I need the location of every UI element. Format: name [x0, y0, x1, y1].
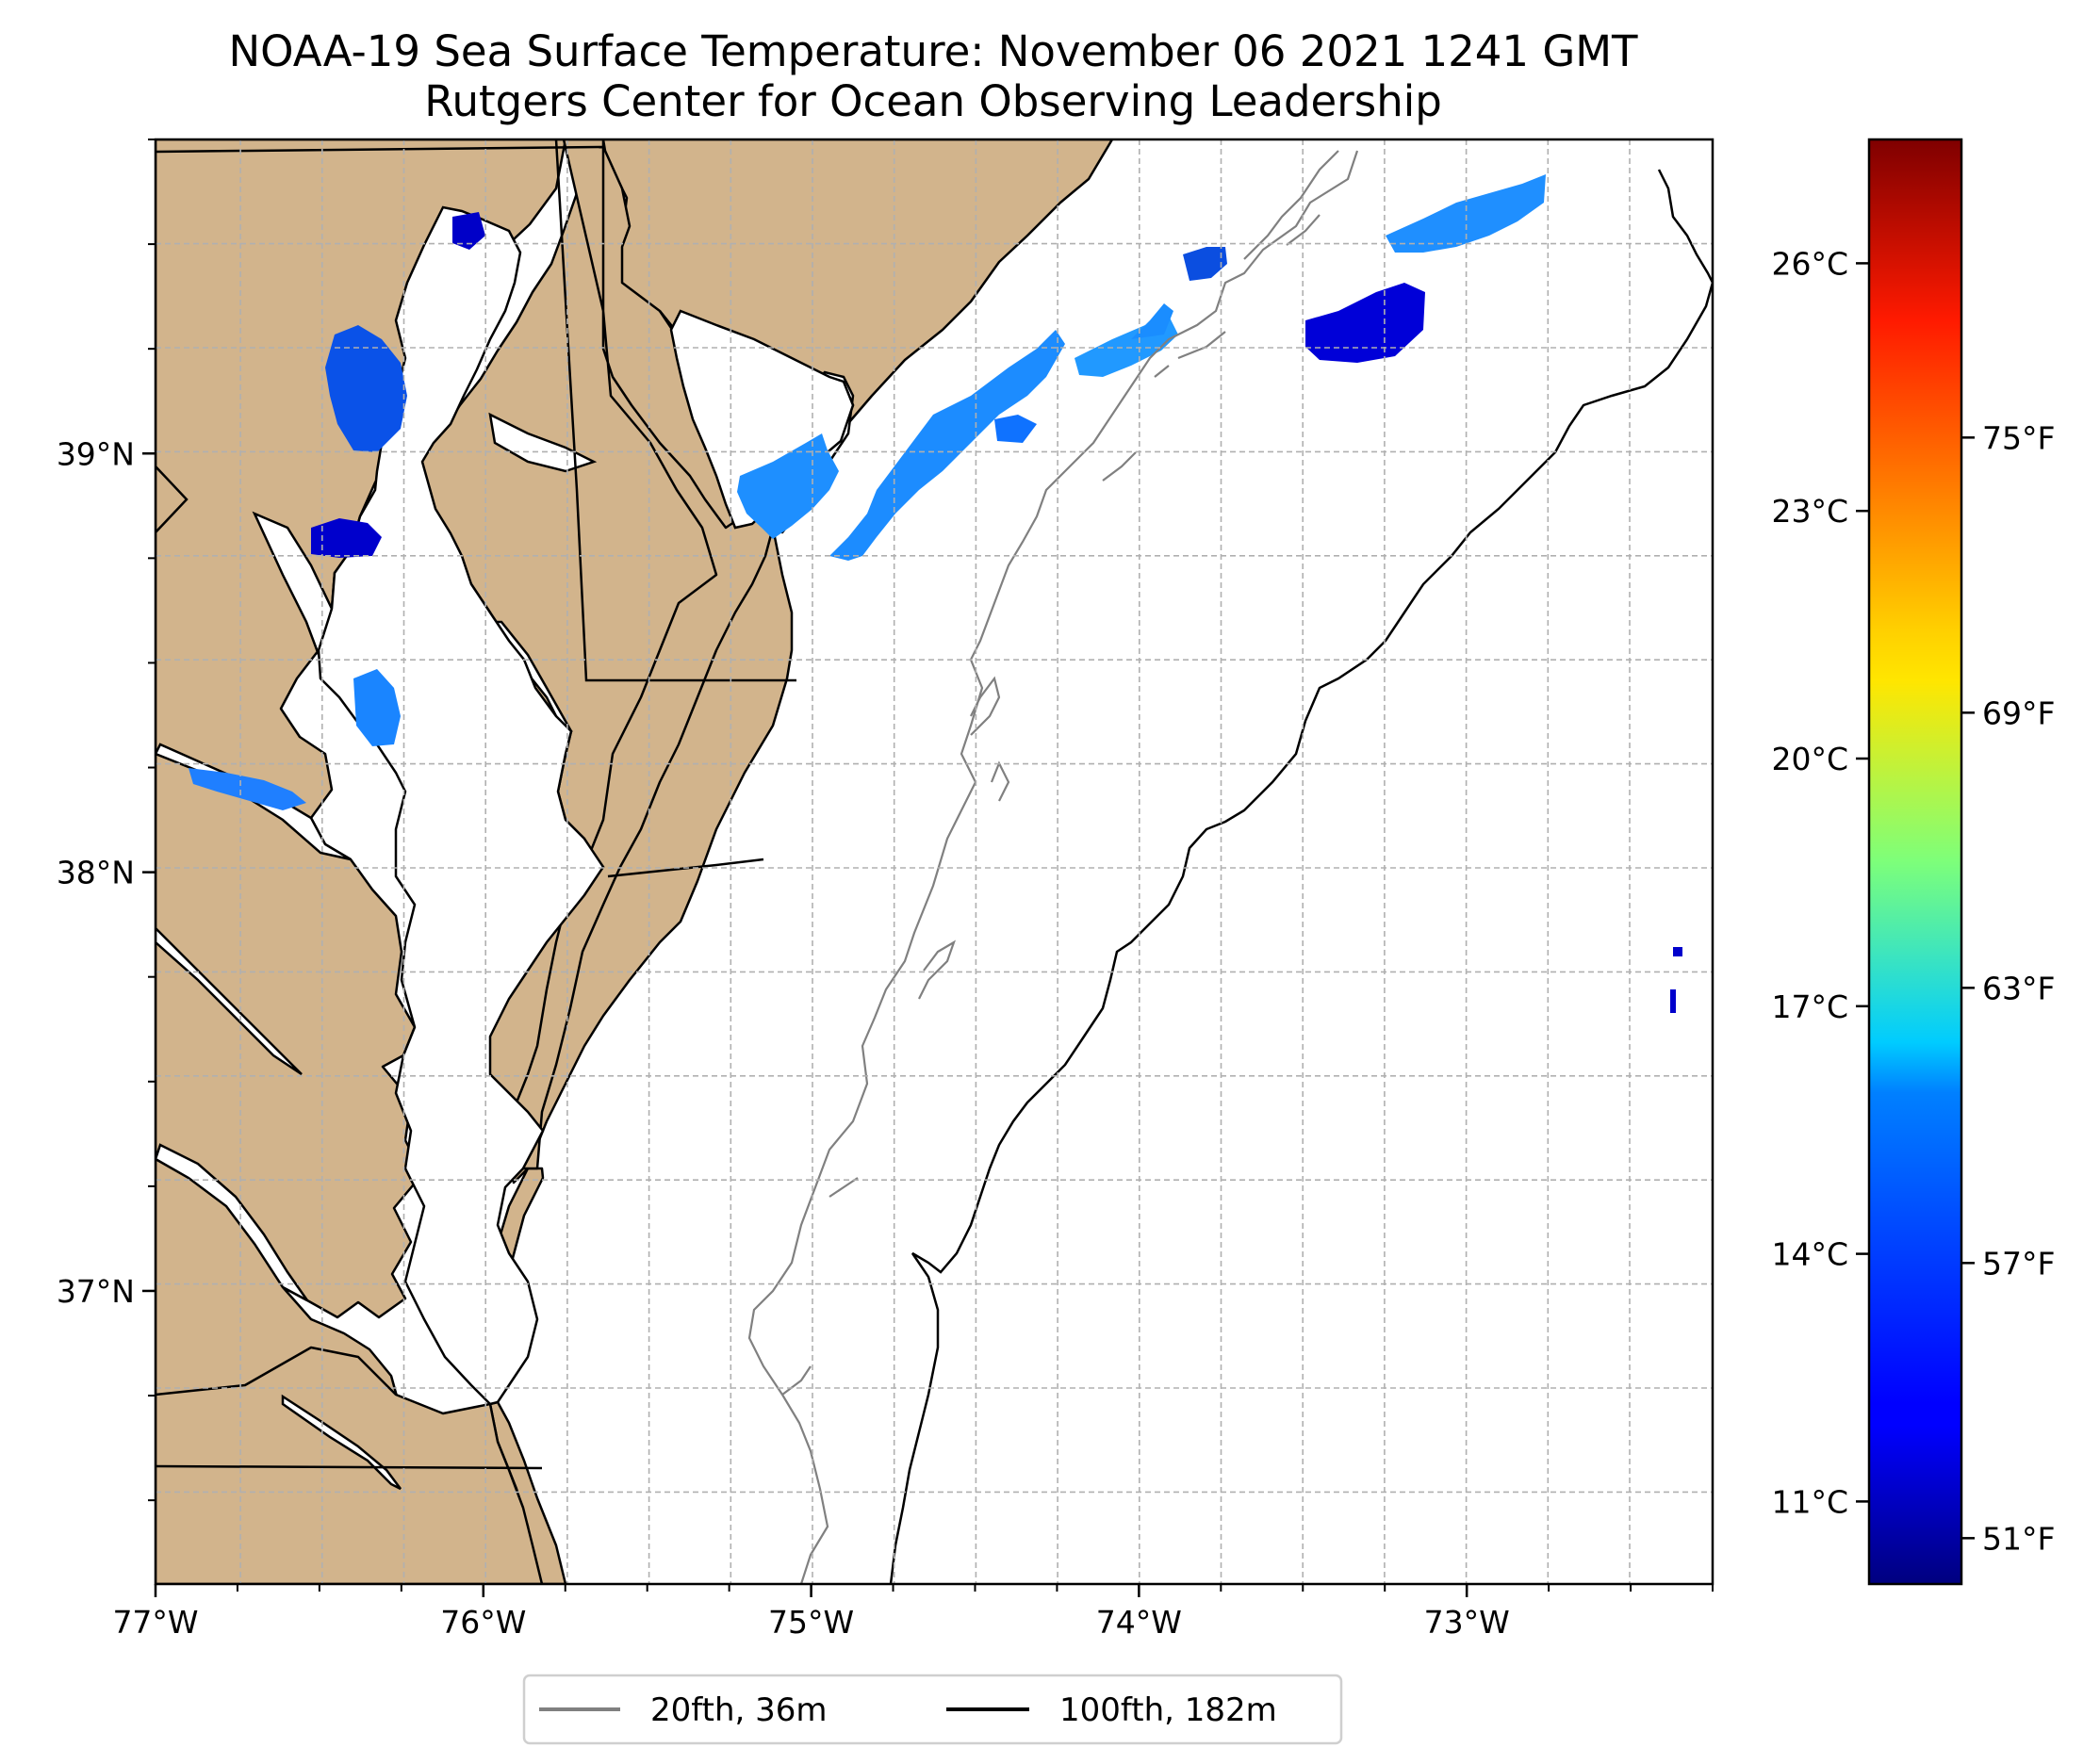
colorbar-fahrenheit-label: 69°F	[1982, 694, 2055, 731]
sst-patch-offshore-2	[1183, 247, 1227, 281]
colorbar-celsius-label: 17°C	[1771, 988, 1848, 1025]
va-nc-boundary	[156, 1464, 543, 1470]
gridlines	[156, 139, 1713, 1584]
sst-patch-upper-chesapeake-3	[452, 212, 485, 250]
subtitle-line: Rutgers Center for Ocean Observing Leade…	[424, 76, 1442, 126]
x-tick-label: 74°W	[1096, 1604, 1182, 1641]
sst-patches	[189, 174, 1682, 1013]
virginia-beach-land	[156, 1346, 544, 1584]
colorbar-celsius-label: 26°C	[1771, 245, 1848, 282]
colorbar-fahrenheit-label: 75°F	[1982, 419, 2055, 456]
colorbar-fahrenheit-label: 63°F	[1982, 970, 2055, 1006]
title-line: NOAA-19 Sea Surface Temperature: Novembe…	[228, 26, 1638, 76]
y-tick-label: 39°N	[57, 435, 135, 472]
sst-patch-potomac	[189, 768, 306, 810]
sst-patch-east-small-2	[1670, 989, 1676, 1013]
legend-box	[522, 1674, 1343, 1745]
de-md-south-boundary	[607, 858, 764, 878]
y-tick-label: 38°N	[57, 855, 135, 891]
x-tick-label: 73°W	[1424, 1604, 1510, 1641]
x-tick-label: 75°W	[768, 1604, 854, 1641]
colorbar-ticks: 11°C 14°C 17°C 20°C 23°C 26°C 51°F 57°F 63°F 69°F…	[1771, 245, 2055, 1557]
sst-patch-east-small	[1673, 947, 1682, 956]
map-area	[156, 139, 1713, 1584]
eastern-shore-land	[505, 139, 775, 1170]
axis-ticks	[142, 139, 1714, 1597]
state-boundaries	[156, 139, 796, 1470]
sst-patch-nj-coast-3	[994, 415, 1037, 443]
sst-patch-offshore-1	[1131, 303, 1173, 339]
colorbar-celsius-label: 23°C	[1771, 493, 1848, 530]
colorbar	[1867, 138, 1963, 1586]
sst-patch-delaware-bay	[737, 433, 839, 539]
colorbar-celsius-label: 20°C	[1771, 741, 1848, 777]
colorbar-fahrenheit-label: 57°F	[1982, 1245, 2055, 1282]
colorbar-celsius-label: 14°C	[1771, 1236, 1848, 1273]
legend: 20fth, 36m 100fth, 182m	[522, 1674, 1343, 1745]
sst-patch-offshore-3	[1305, 283, 1425, 363]
legend-label-100fth: 100fth, 182m	[1059, 1691, 1277, 1729]
colorbar-celsius-label: 11°C	[1771, 1483, 1848, 1520]
sst-patch-mid-chesapeake	[353, 669, 401, 746]
y-tick-label: 37°N	[57, 1273, 135, 1310]
isobath-100fth	[889, 169, 1713, 1584]
x-tick-label: 77°W	[112, 1604, 198, 1641]
x-tick-label: 76°W	[440, 1604, 526, 1641]
james-river	[281, 1394, 402, 1491]
chesapeake-bay	[317, 205, 605, 1406]
rappahannock-river	[156, 1143, 309, 1302]
md-de-boundary	[554, 139, 796, 682]
sst-patch-upper-chesapeake-2	[311, 518, 382, 558]
sst-patch-offshore-4	[1386, 174, 1546, 253]
choptank-river	[488, 412, 598, 473]
md-wv-spike	[156, 466, 189, 533]
map-title: NOAA-19 Sea Surface Temperature: Novembe…	[0, 26, 1866, 126]
york-river	[156, 926, 303, 1076]
pa-md-boundary	[156, 145, 604, 154]
isobath-20fth-shoals	[781, 150, 1339, 1396]
map-frame	[154, 138, 1714, 1586]
colorbar-fahrenheit-label: 51°F	[1982, 1520, 2055, 1557]
axis-labels: 77°W 76°W 75°W 74°W 73°W 37°N 38°N 39°N	[57, 435, 1510, 1641]
legend-label-20fth: 20fth, 36m	[650, 1691, 828, 1729]
sst-patch-upper-chesapeake	[325, 325, 407, 452]
sst-patch-nj-coast	[829, 330, 1065, 561]
